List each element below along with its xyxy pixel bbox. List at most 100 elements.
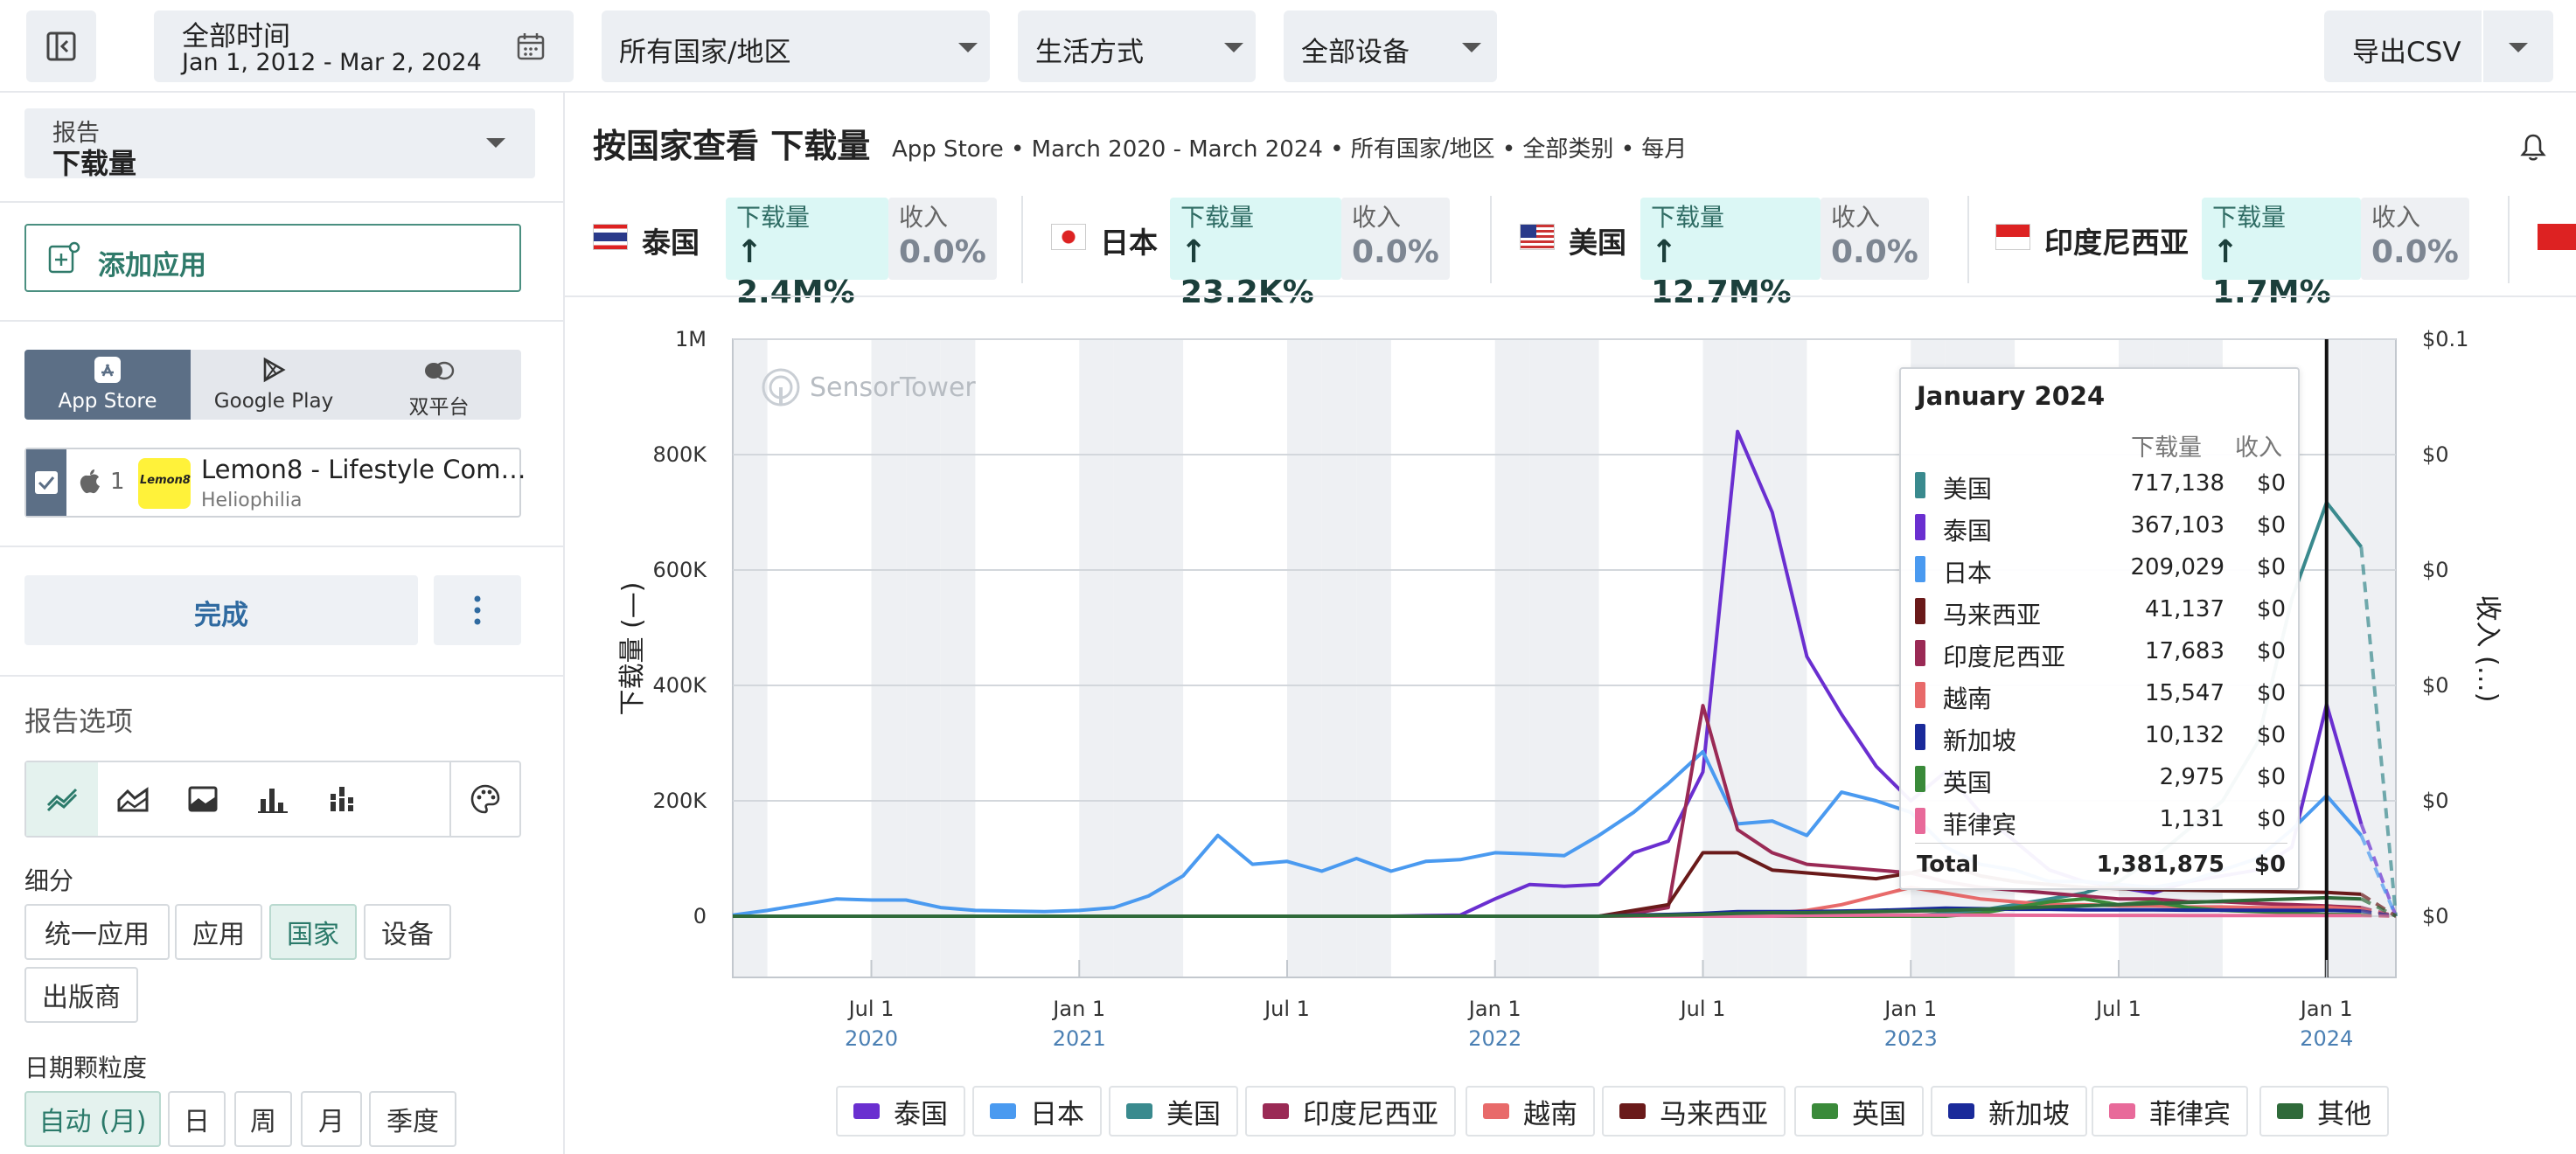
tooltip-row: 马来西亚 41,137 $0 bbox=[1901, 591, 2301, 633]
tooltip-downloads-header: 下载量 bbox=[2131, 434, 2202, 462]
legend-item[interactable]: 其他 bbox=[2259, 1086, 2389, 1137]
granularity-chip-quarter[interactable]: 季度 bbox=[369, 1091, 456, 1147]
chevron-down-icon bbox=[486, 138, 505, 148]
chart-type-line-button[interactable] bbox=[26, 762, 98, 836]
report-dropdown[interactable]: 报告 下载量 bbox=[24, 108, 535, 180]
flag-indonesia-icon bbox=[1995, 224, 2030, 250]
bar-chart-icon bbox=[258, 789, 288, 813]
breakdown-chip-country[interactable]: 国家 bbox=[269, 904, 357, 960]
arrow-up-icon: ↑ bbox=[2212, 234, 2239, 270]
date-range-picker[interactable]: 全部时间 Jan 1, 2012 - Mar 2, 2024 bbox=[154, 10, 574, 82]
series-swatch bbox=[1915, 808, 1925, 834]
app-name: Lemon8 - Lifestyle Com… bbox=[201, 455, 526, 484]
series-swatch bbox=[1915, 514, 1925, 540]
legend-item[interactable]: 新加坡 bbox=[1931, 1086, 2087, 1137]
kpi-revenue-value: 0.0% bbox=[1831, 234, 1918, 270]
breakdown-chip-unified-app[interactable]: 统一应用 bbox=[24, 904, 170, 960]
tooltip-revenue-value: $0 bbox=[2256, 596, 2286, 622]
top-bar: 全部时间 Jan 1, 2012 - Mar 2, 2024 所有国家/地区 生… bbox=[0, 0, 2576, 93]
done-button-label: 完成 bbox=[194, 600, 248, 631]
kpi-revenue-label: 收入 bbox=[1831, 203, 1881, 232]
kpi-revenue-value: 0.0% bbox=[2371, 234, 2459, 270]
app-checkbox[interactable] bbox=[26, 449, 66, 516]
done-button[interactable]: 完成 bbox=[24, 575, 418, 645]
app-logo-text: Lemon8 bbox=[140, 474, 191, 487]
category-dropdown[interactable]: 生活方式 bbox=[1018, 10, 1256, 82]
platform-tab-label: Google Play bbox=[213, 390, 334, 413]
divider bbox=[1021, 196, 1023, 283]
breakdown-chip-publisher[interactable]: 出版商 bbox=[24, 967, 138, 1023]
tooltip-total-downloads: 1,381,875 bbox=[2096, 852, 2224, 878]
legend-swatch bbox=[1619, 1103, 1646, 1119]
tooltip-downloads-value: 1,131 bbox=[2159, 806, 2224, 832]
series-swatch bbox=[1915, 640, 1925, 666]
chevron-down-icon bbox=[958, 43, 978, 52]
flag-japan-icon bbox=[1051, 224, 1086, 250]
chart-type-toolbar bbox=[24, 761, 521, 838]
chart-type-area-button[interactable] bbox=[98, 762, 168, 836]
chart-type-stacked-bar-button[interactable] bbox=[308, 762, 378, 836]
platform-tab-label: App Store bbox=[58, 390, 157, 413]
breakdown-chip-app[interactable]: 应用 bbox=[175, 904, 262, 960]
chart-tooltip: January 2024 下载量 收入 美国 717,138 $0 泰国 367,103… bbox=[1899, 367, 2300, 890]
divider bbox=[1490, 196, 1492, 283]
more-options-button[interactable] bbox=[434, 575, 521, 645]
tooltip-revenue-value: $0 bbox=[2256, 764, 2286, 790]
platform-tab-app-store[interactable]: App Store bbox=[24, 350, 191, 420]
legend-item[interactable]: 印度尼西亚 bbox=[1245, 1086, 1456, 1137]
platform-tab-both[interactable]: 双平台 bbox=[357, 350, 521, 420]
kpi-country-name: 美国 bbox=[1569, 226, 1626, 260]
sidebar-toggle-button[interactable] bbox=[26, 10, 96, 82]
granularity-chip-week[interactable]: 周 bbox=[234, 1091, 292, 1147]
chart-type-stacked-area-button[interactable] bbox=[168, 762, 238, 836]
legend-label: 其他 bbox=[2317, 1098, 2371, 1130]
export-csv-button[interactable]: 导出CSV bbox=[2324, 10, 2482, 82]
series-swatch bbox=[1915, 766, 1925, 792]
sidebar: 报告 下载量 添加应用 App Store Google Play bbox=[0, 93, 565, 1154]
legend-item[interactable]: 美国 bbox=[1109, 1086, 1238, 1137]
series-swatch bbox=[1915, 472, 1925, 498]
kpi-revenue: 收入 0.0% bbox=[1341, 198, 1450, 280]
legend-item[interactable]: 马来西亚 bbox=[1602, 1086, 1786, 1137]
export-csv-label: 导出CSV bbox=[2352, 37, 2461, 68]
report-dropdown-label: 报告 bbox=[52, 120, 100, 147]
export-options-button[interactable] bbox=[2483, 10, 2553, 82]
tooltip-downloads-value: 717,138 bbox=[2130, 470, 2224, 497]
app-row[interactable]: 1 Lemon8 Lemon8 - Lifestyle Com… Helioph… bbox=[24, 448, 526, 518]
series-swatch bbox=[1915, 724, 1925, 750]
legend-item[interactable]: 越南 bbox=[1466, 1086, 1595, 1137]
app-publisher: Heliophilia bbox=[201, 490, 303, 511]
legend-item[interactable]: 日本 bbox=[972, 1086, 1102, 1137]
kpi-downloads: 下载量 ↑ 12.7M% bbox=[1640, 198, 1821, 310]
platform-tab-google-play[interactable]: Google Play bbox=[191, 350, 357, 420]
country-dropdown[interactable]: 所有国家/地区 bbox=[602, 10, 990, 82]
bell-icon[interactable] bbox=[2520, 133, 2546, 161]
granularity-chip-day[interactable]: 日 bbox=[168, 1091, 226, 1147]
legend-label: 越南 bbox=[1523, 1098, 1577, 1130]
granularity-chip-month[interactable]: 月 bbox=[301, 1091, 362, 1147]
chart-type-bar-button[interactable] bbox=[238, 762, 308, 836]
tooltip-series-name: 印度尼西亚 bbox=[1943, 643, 2066, 671]
legend-item[interactable]: 英国 bbox=[1794, 1086, 1924, 1137]
tooltip-row: 越南 15,547 $0 bbox=[1901, 675, 2301, 717]
legend-swatch bbox=[1483, 1103, 1509, 1119]
kpi-revenue: 收入 0.0% bbox=[2361, 198, 2469, 280]
kpi-downloads-value: 2.4M% bbox=[736, 275, 855, 310]
device-dropdown[interactable]: 全部设备 bbox=[1284, 10, 1497, 82]
add-app-button[interactable]: 添加应用 bbox=[24, 224, 521, 292]
tooltip-total-row: Total 1,381,875 $0 bbox=[1901, 846, 2301, 888]
chart-colors-button[interactable] bbox=[449, 762, 519, 836]
granularity-chip-auto[interactable]: 自动 (月) bbox=[24, 1091, 161, 1147]
legend-item[interactable]: 菲律宾 bbox=[2092, 1086, 2248, 1137]
tooltip-revenue-header: 收入 bbox=[2235, 434, 2282, 462]
breakdown-chip-device[interactable]: 设备 bbox=[364, 904, 451, 960]
series-swatch bbox=[1915, 556, 1925, 582]
legend-item[interactable]: 泰国 bbox=[836, 1086, 965, 1137]
legend-label: 美国 bbox=[1166, 1098, 1221, 1130]
divider bbox=[1967, 196, 1969, 283]
tooltip-row: 日本 209,029 $0 bbox=[1901, 549, 2301, 591]
tooltip-series-name: 马来西亚 bbox=[1943, 601, 2042, 629]
legend-swatch bbox=[990, 1103, 1016, 1119]
series-swatch bbox=[1915, 682, 1925, 708]
sensortower-logo-icon bbox=[762, 368, 800, 407]
